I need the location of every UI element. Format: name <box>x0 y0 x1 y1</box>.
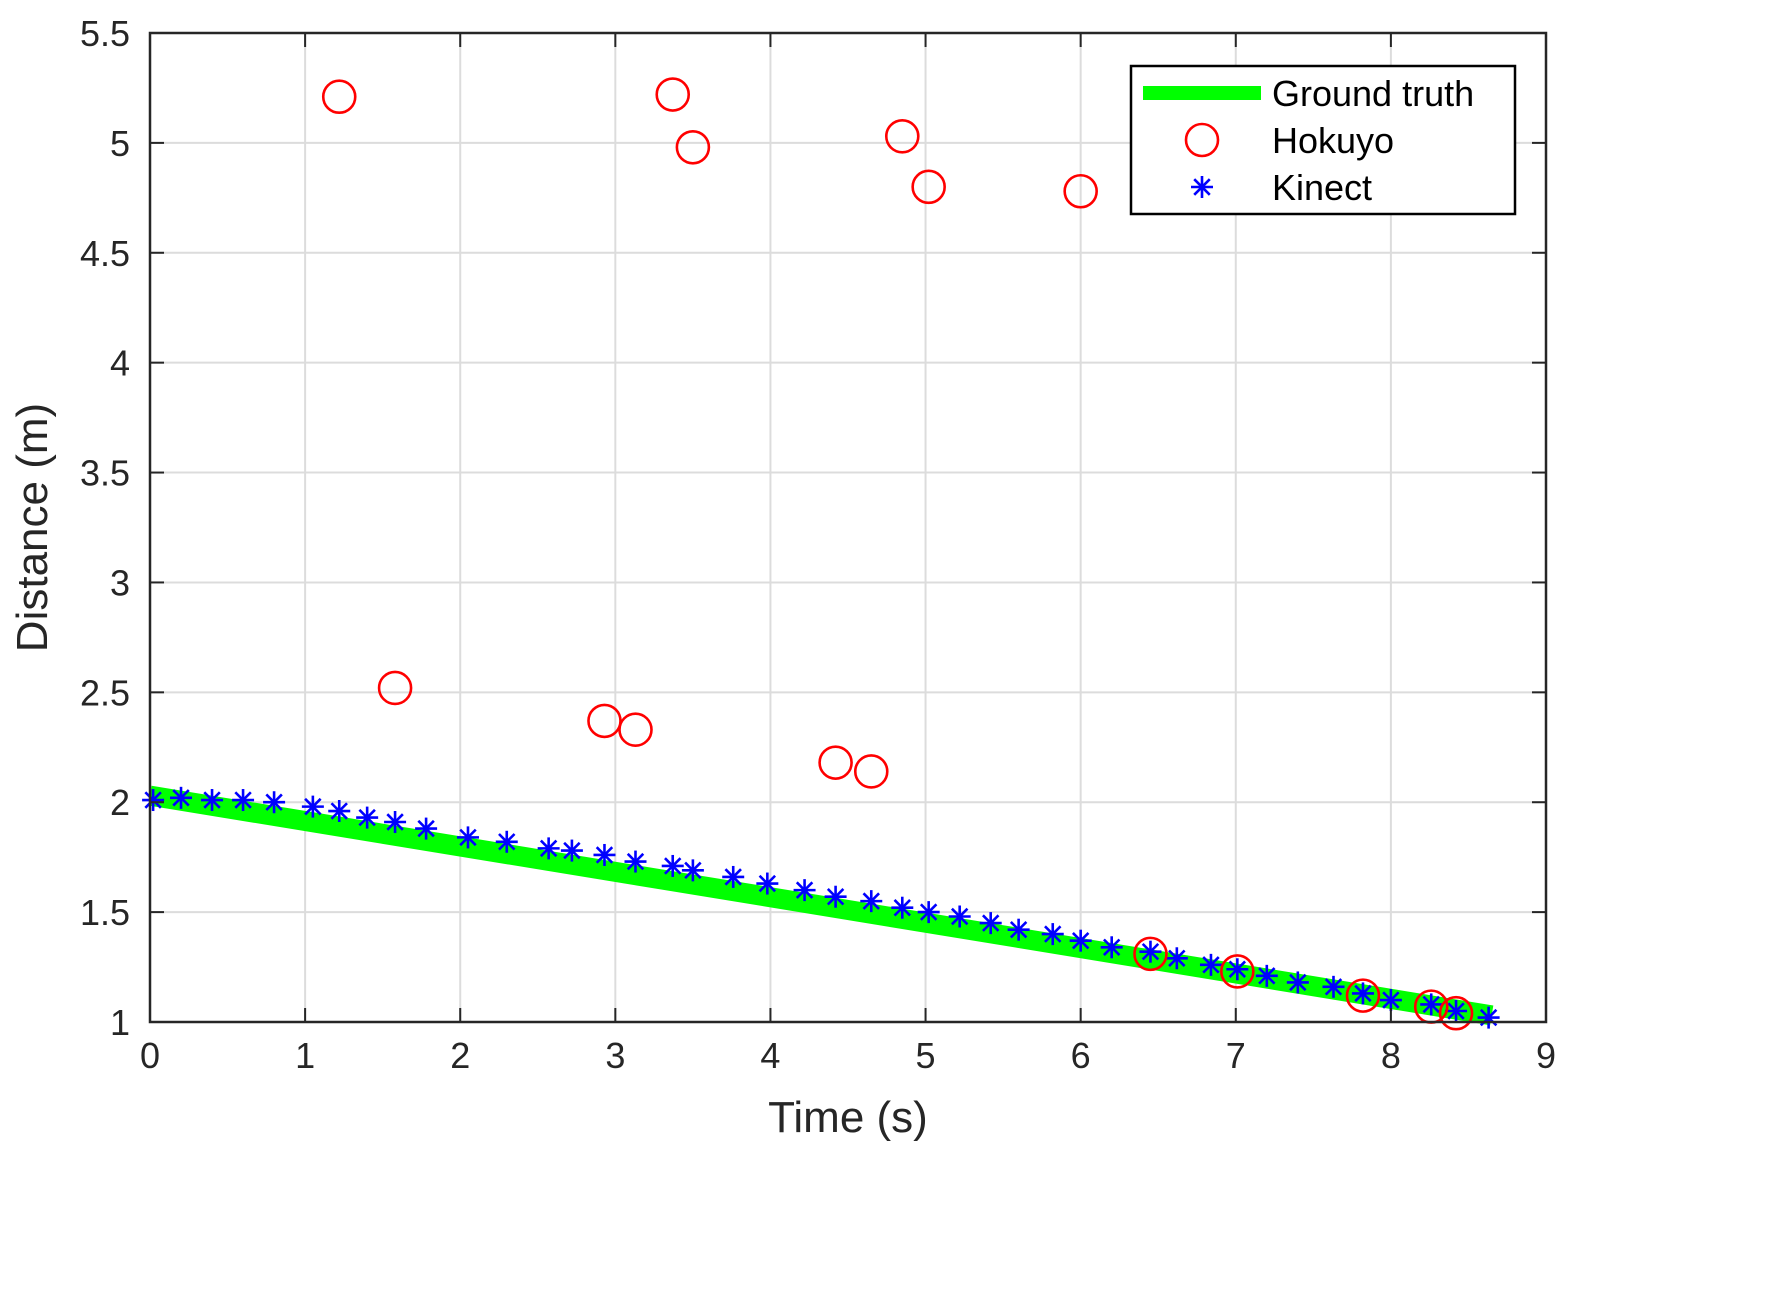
kinect-point <box>170 786 193 809</box>
x-tick-label: 7 <box>1226 1035 1246 1076</box>
kinect-point <box>1199 953 1222 976</box>
kinect-point <box>1100 936 1123 959</box>
x-tick-label: 2 <box>450 1035 470 1076</box>
hokuyo-point <box>1063 173 1098 209</box>
kinect-point <box>1379 989 1402 1012</box>
kinect-point <box>681 859 704 882</box>
kinect-point <box>917 901 940 924</box>
legend-swatch-kinect <box>1191 176 1213 198</box>
kinect-point <box>1226 958 1249 981</box>
kinect-point <box>1255 964 1278 987</box>
hokuyo-point <box>1133 936 1168 972</box>
x-tick-label: 0 <box>140 1035 160 1076</box>
kinect-point <box>1477 1006 1500 1029</box>
kinect-point <box>537 837 560 860</box>
hokuyo-point <box>853 754 889 789</box>
y-tick-label: 1.5 <box>80 892 130 933</box>
kinect-point <box>232 789 255 812</box>
kinect-point <box>948 905 971 928</box>
kinect-point <box>824 885 847 908</box>
x-tick-label: 9 <box>1536 1035 1556 1076</box>
kinect-point <box>1165 947 1188 970</box>
y-tick-label: 3.5 <box>80 453 130 494</box>
legend-swatch-hokuyo <box>1184 122 1220 158</box>
axes-box <box>148 31 1548 1024</box>
y-tick-label: 4 <box>110 343 130 384</box>
y-tick-label: 5 <box>110 123 130 164</box>
legend-label-kinect: Kinect <box>1272 167 1372 208</box>
kinect-point <box>860 890 883 913</box>
ticks <box>149 32 1547 1023</box>
kinect-point <box>1445 1000 1468 1023</box>
hokuyo-point <box>377 670 413 706</box>
kinect-point <box>201 789 224 812</box>
kinect-point <box>495 830 518 853</box>
kinect-point <box>593 843 616 866</box>
hokuyo-point <box>675 129 711 165</box>
x-tick-label: 6 <box>1071 1035 1091 1076</box>
kinect-point <box>1069 929 1092 952</box>
y-tick-label: 3 <box>110 562 130 603</box>
plot-series <box>142 77 1500 1031</box>
x-tick-label: 5 <box>916 1035 936 1076</box>
kinect-point <box>1420 993 1443 1016</box>
kinect-point <box>891 896 914 919</box>
y-tick-label: 2 <box>110 782 130 823</box>
kinect-point <box>1007 918 1030 941</box>
tick-labels: 0 1 2 3 4 5 6 7 8 911.522.533.544.555.5 <box>80 13 1556 1076</box>
kinect-point <box>979 912 1002 935</box>
kinect-point <box>263 791 286 814</box>
kinect-point <box>624 850 647 873</box>
kinect-point <box>793 879 816 902</box>
kinect-point <box>1322 975 1345 998</box>
y-tick-label: 4.5 <box>80 233 130 274</box>
legend-label-hokuyo: Hokuyo <box>1272 120 1394 161</box>
legend-label-ground-truth: Ground truth <box>1272 73 1474 114</box>
hokuyo-point <box>655 77 691 112</box>
hokuyo-point <box>321 79 357 115</box>
hokuyo-point <box>911 169 946 205</box>
kinect-point <box>328 800 351 823</box>
y-tick-label: 5.5 <box>80 13 130 54</box>
kinect-point <box>456 826 479 849</box>
x-tick-label: 1 <box>295 1035 315 1076</box>
x-tick-label: 8 <box>1381 1035 1401 1076</box>
kinect-point <box>756 872 779 895</box>
kinect-point <box>1139 940 1162 963</box>
kinect-point <box>415 817 438 840</box>
x-tick-label: 4 <box>760 1035 780 1076</box>
x-axis-title: Time (s) <box>768 1093 928 1142</box>
kinect-point <box>301 795 324 818</box>
hokuyo-point <box>1438 995 1474 1031</box>
hokuyo-point <box>618 712 653 747</box>
y-tick-label: 1 <box>110 1002 130 1043</box>
kinect-point <box>560 839 583 862</box>
kinect-point <box>1286 971 1309 994</box>
y-axis-title: Distance (m) <box>8 403 57 652</box>
hokuyo-point <box>1345 978 1381 1013</box>
kinect-point <box>722 865 745 888</box>
hokuyo-point <box>1220 954 1255 989</box>
hokuyo-point <box>818 745 853 780</box>
legend: Ground truth Hokuyo Kinect <box>1129 64 1517 216</box>
kinect-point <box>384 811 407 834</box>
hokuyo-point <box>587 703 622 739</box>
kinect-point <box>1351 982 1374 1005</box>
kinect-point <box>1041 923 1064 946</box>
y-tick-label: 2.5 <box>80 672 130 713</box>
kinect-point <box>356 806 379 829</box>
kinect-point <box>661 854 684 877</box>
hokuyo-point <box>884 118 920 154</box>
kinect-point <box>142 789 165 812</box>
x-tick-label: 3 <box>605 1035 625 1076</box>
